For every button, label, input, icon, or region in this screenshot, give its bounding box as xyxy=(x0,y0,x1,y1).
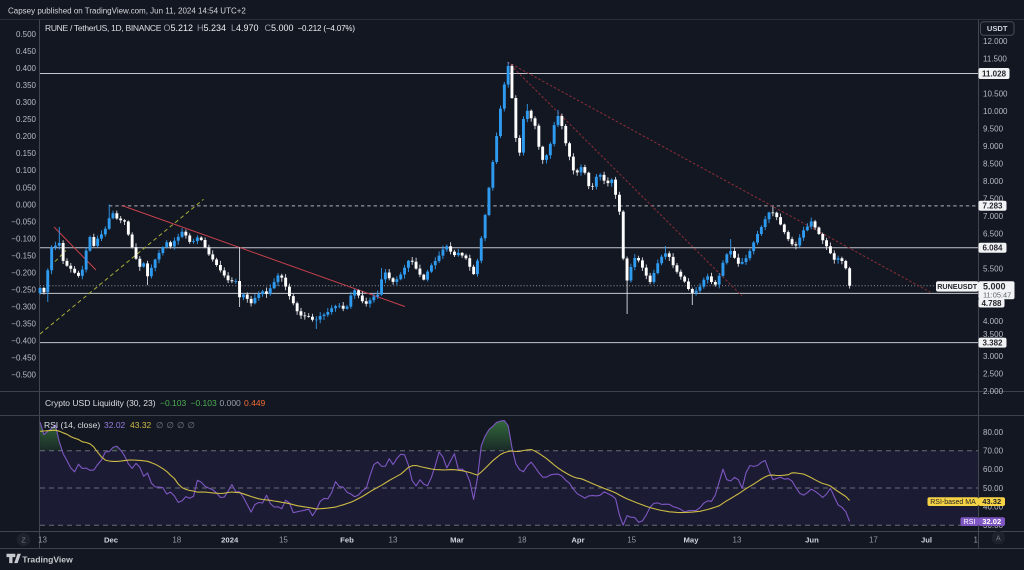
svg-text:Crypto USD Liquidity (30, 23): Crypto USD Liquidity (30, 23) xyxy=(45,398,156,408)
svg-text:7.500: 7.500 xyxy=(983,194,1004,203)
svg-text:32.02: 32.02 xyxy=(982,517,1001,526)
svg-text:RUNE / TetherUS, 1D, BINANCE: RUNE / TetherUS, 1D, BINANCE xyxy=(45,23,162,33)
svg-text:13: 13 xyxy=(733,535,742,544)
svg-text:L4.970: L4.970 xyxy=(231,23,259,33)
svg-text:60.00: 60.00 xyxy=(983,465,1004,474)
svg-text:6.500: 6.500 xyxy=(983,229,1004,238)
svg-text:10.000: 10.000 xyxy=(983,107,1008,116)
svg-text:Z: Z xyxy=(21,537,26,544)
svg-text:∅: ∅ xyxy=(167,420,175,430)
svg-text:−0.400: −0.400 xyxy=(11,337,36,346)
svg-text:RSI-based MA: RSI-based MA xyxy=(930,499,976,506)
svg-text:−0.212 (−4.07%): −0.212 (−4.07%) xyxy=(298,24,356,33)
svg-text:Capsey published on TradingVie: Capsey published on TradingView.com, Jun… xyxy=(8,6,246,15)
svg-text:9.500: 9.500 xyxy=(983,124,1004,133)
svg-text:11.028: 11.028 xyxy=(982,69,1007,78)
svg-text:15: 15 xyxy=(627,535,636,544)
svg-text:12.000: 12.000 xyxy=(983,37,1008,46)
svg-text:2024: 2024 xyxy=(221,535,239,544)
svg-text:O5.212: O5.212 xyxy=(164,23,194,33)
svg-text:0.000: 0.000 xyxy=(220,398,242,408)
svg-text:−0.200: −0.200 xyxy=(11,269,36,278)
svg-text:0.200: 0.200 xyxy=(16,132,37,141)
svg-text:50.00: 50.00 xyxy=(983,484,1004,493)
svg-text:3.382: 3.382 xyxy=(982,339,1003,348)
svg-text:Jun: Jun xyxy=(805,535,819,544)
svg-text:40.00: 40.00 xyxy=(983,502,1004,511)
svg-text:2.000: 2.000 xyxy=(983,387,1004,396)
svg-text:43.32: 43.32 xyxy=(982,497,1001,506)
svg-text:RUNEUSDT: RUNEUSDT xyxy=(937,282,978,291)
svg-text:Apr: Apr xyxy=(571,535,584,544)
svg-text:3.500: 3.500 xyxy=(983,330,1004,339)
svg-text:Jul: Jul xyxy=(921,535,932,544)
svg-text:H5.234: H5.234 xyxy=(197,23,226,33)
svg-text:USDT: USDT xyxy=(987,24,1008,33)
svg-text:0.449: 0.449 xyxy=(244,398,266,408)
svg-text:RSI (14, close): RSI (14, close) xyxy=(44,420,100,430)
svg-text:−0.103: −0.103 xyxy=(160,398,187,408)
svg-text:0.100: 0.100 xyxy=(16,166,37,175)
svg-text:13: 13 xyxy=(389,535,398,544)
svg-text:4.000: 4.000 xyxy=(983,317,1004,326)
svg-text:8.000: 8.000 xyxy=(983,177,1004,186)
svg-text:0.500: 0.500 xyxy=(16,30,37,39)
svg-text:Feb: Feb xyxy=(340,535,354,544)
svg-text:2.500: 2.500 xyxy=(983,369,1004,378)
svg-text:−0.300: −0.300 xyxy=(11,303,36,312)
svg-text:43.32: 43.32 xyxy=(130,420,152,430)
svg-text:0.050: 0.050 xyxy=(16,183,37,192)
svg-text:0.000: 0.000 xyxy=(16,200,37,209)
svg-text:70.00: 70.00 xyxy=(983,447,1004,456)
svg-text:7.000: 7.000 xyxy=(983,212,1004,221)
svg-text:∅: ∅ xyxy=(156,420,164,430)
svg-text:−0.250: −0.250 xyxy=(11,286,36,295)
svg-text:∅: ∅ xyxy=(188,420,196,430)
svg-text:11.500: 11.500 xyxy=(983,54,1007,63)
svg-text:0.350: 0.350 xyxy=(16,81,37,90)
svg-text:May: May xyxy=(684,535,700,544)
svg-text:5.500: 5.500 xyxy=(983,264,1004,273)
svg-text:6.084: 6.084 xyxy=(982,244,1003,253)
svg-text:15: 15 xyxy=(279,535,288,544)
svg-text:−0.450: −0.450 xyxy=(11,354,36,363)
svg-text:8.500: 8.500 xyxy=(983,159,1004,168)
svg-text:Dec: Dec xyxy=(104,535,119,544)
svg-text:13: 13 xyxy=(38,535,47,544)
svg-text:A: A xyxy=(996,535,1001,542)
svg-text:18: 18 xyxy=(172,535,181,544)
svg-text:1: 1 xyxy=(973,535,978,544)
svg-text:0.300: 0.300 xyxy=(16,98,37,107)
svg-text:−0.050: −0.050 xyxy=(11,217,36,226)
svg-text:11:05:47: 11:05:47 xyxy=(983,290,1011,299)
svg-text:17: 17 xyxy=(869,535,878,544)
svg-text:32.02: 32.02 xyxy=(104,420,126,430)
svg-text:9.000: 9.000 xyxy=(983,142,1004,151)
svg-text:3.000: 3.000 xyxy=(983,352,1004,361)
svg-text:−0.103: −0.103 xyxy=(191,398,218,408)
svg-text:−0.100: −0.100 xyxy=(11,234,36,243)
svg-text:Mar: Mar xyxy=(450,535,464,544)
svg-text:−0.350: −0.350 xyxy=(11,320,36,329)
svg-text:−0.500: −0.500 xyxy=(11,371,36,380)
svg-text:TradingView: TradingView xyxy=(22,554,73,564)
svg-text:−0.150: −0.150 xyxy=(11,251,36,260)
svg-text:5.000: 5.000 xyxy=(983,281,1006,291)
svg-text:∅: ∅ xyxy=(177,420,185,430)
svg-text:7.283: 7.283 xyxy=(982,202,1003,211)
svg-text:80.00: 80.00 xyxy=(983,428,1004,437)
svg-text:RSI: RSI xyxy=(964,519,976,526)
svg-text:4.788: 4.788 xyxy=(981,299,1002,308)
svg-text:0.400: 0.400 xyxy=(16,64,37,73)
svg-text:10.500: 10.500 xyxy=(983,89,1008,98)
svg-text:C5.000: C5.000 xyxy=(265,23,294,33)
svg-text:0.150: 0.150 xyxy=(16,149,37,158)
svg-text:0.450: 0.450 xyxy=(16,47,37,56)
svg-text:18: 18 xyxy=(518,535,527,544)
svg-text:0.250: 0.250 xyxy=(16,115,37,124)
